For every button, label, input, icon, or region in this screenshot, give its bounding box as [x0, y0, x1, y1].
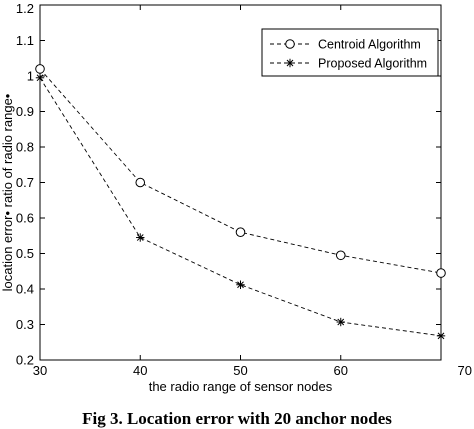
series-centroid-algorithm — [35, 64, 446, 278]
legend: Centroid Algorithm Proposed Algorithm — [261, 28, 439, 77]
y-axis: 0.2 0.3 0.4 0.5 0.6 0.7 0.8 0.9 1 1.1 1.2 — [16, 1, 441, 368]
y-tick-label: 0.2 — [16, 353, 34, 368]
series-line — [39, 77, 442, 337]
asterisk-marker — [136, 233, 145, 242]
x-axis: 30 40 50 60 70 — [33, 5, 472, 378]
legend-label: Proposed Algorithm — [318, 57, 427, 71]
legend-item: Centroid Algorithm — [270, 38, 421, 52]
asterisk-marker — [236, 280, 245, 289]
legend-item: Proposed Algorithm — [270, 57, 427, 71]
x-tick-label: 70 — [458, 363, 472, 378]
x-tick-label: 30 — [33, 363, 47, 378]
y-tick-label: 1.1 — [16, 33, 34, 48]
y-tick-label: 0.8 — [16, 140, 34, 155]
circle-marker — [285, 39, 295, 49]
y-tick-label: 0.4 — [16, 282, 34, 297]
y-tick-label: 1.2 — [16, 1, 34, 16]
circle-marker — [235, 227, 246, 237]
series-layer — [35, 64, 446, 341]
y-tick-label: 0.3 — [16, 317, 34, 332]
legend-box — [261, 28, 439, 77]
series-line — [39, 68, 442, 274]
series-proposed-algorithm — [35, 73, 446, 341]
y-tick-label: 1 — [27, 69, 34, 84]
y-tick-label: 0.5 — [16, 246, 34, 261]
asterisk-marker — [336, 317, 345, 327]
asterisk-marker — [285, 58, 295, 68]
x-tick-label: 60 — [334, 363, 348, 378]
y-tick-label: 0.6 — [16, 211, 34, 226]
asterisk-marker — [436, 331, 446, 341]
legend-label: Centroid Algorithm — [318, 38, 421, 52]
asterisk-marker — [35, 73, 45, 82]
figure-caption: Fig 3. Location error with 20 anchor nod… — [82, 409, 392, 428]
x-tick-label: 50 — [233, 363, 247, 378]
circle-marker — [335, 250, 346, 261]
y-tick-label: 0.9 — [16, 104, 34, 119]
x-tick-label: 40 — [133, 363, 147, 378]
circle-marker — [135, 177, 146, 188]
y-axis-label: location error• ratio of radio range• — [0, 93, 15, 291]
circle-marker — [436, 268, 446, 278]
circle-marker — [35, 64, 45, 74]
y-tick-label: 0.7 — [16, 175, 34, 190]
x-axis-label: the radio range of sensor nodes — [149, 379, 333, 394]
